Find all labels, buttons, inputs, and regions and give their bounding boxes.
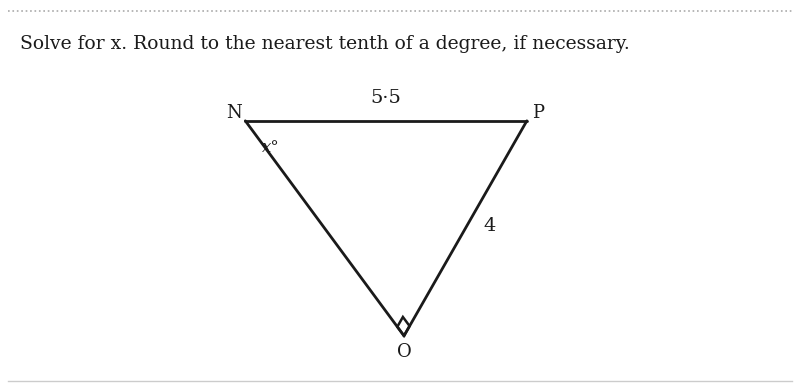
Text: 4: 4 — [483, 217, 496, 235]
Text: P: P — [532, 104, 544, 122]
Text: Solve for x. Round to the nearest tenth of a degree, if necessary.: Solve for x. Round to the nearest tenth … — [20, 35, 630, 53]
Text: O: O — [397, 343, 411, 361]
Text: 5·5: 5·5 — [370, 89, 402, 106]
Text: x°: x° — [262, 139, 279, 156]
Text: N: N — [226, 104, 242, 122]
